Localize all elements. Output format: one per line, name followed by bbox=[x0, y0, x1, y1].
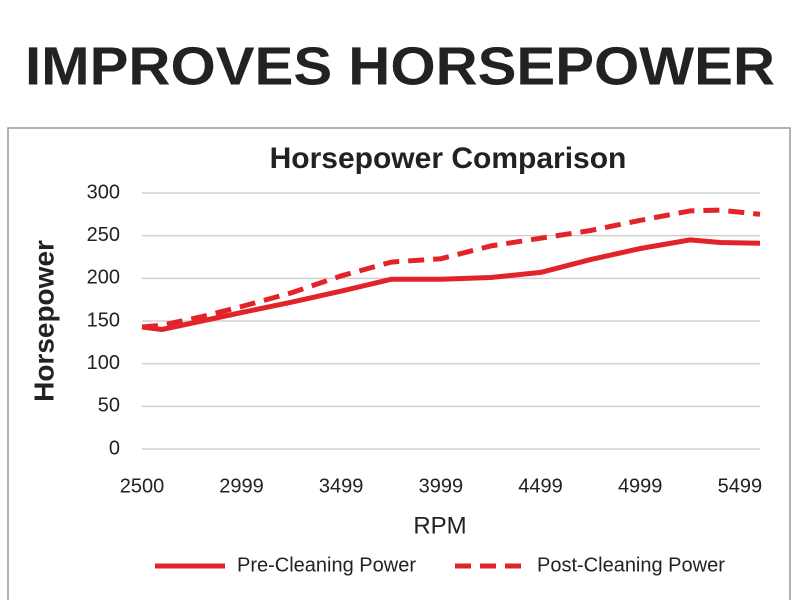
y-tick-label: 50 bbox=[98, 395, 120, 417]
x-tick-label: 2999 bbox=[219, 475, 264, 497]
x-tick-label: 3999 bbox=[419, 475, 464, 497]
x-tick-label: 4499 bbox=[518, 475, 563, 497]
y-tick-label: 200 bbox=[87, 267, 120, 289]
y-axis-label: Horsepower bbox=[28, 240, 59, 402]
legend-label: Pre-Cleaning Power bbox=[237, 554, 416, 576]
heading: IMPROVES HORSEPOWER bbox=[25, 36, 775, 96]
y-tick-label: 0 bbox=[109, 437, 120, 459]
chart-title: Horsepower Comparison bbox=[270, 142, 627, 175]
y-tick-label: 300 bbox=[87, 181, 120, 203]
y-tick-label: 150 bbox=[87, 309, 120, 331]
x-tick-label: 2500 bbox=[120, 475, 165, 497]
x-tick-label: 5499 bbox=[718, 475, 763, 497]
x-tick-label: 4999 bbox=[618, 475, 663, 497]
series-line bbox=[141, 207, 761, 330]
x-axis-label: RPM bbox=[413, 512, 466, 539]
legend-label: Post-Cleaning Power bbox=[537, 554, 725, 576]
x-tick-label: 3499 bbox=[319, 475, 364, 497]
y-tick-label: 100 bbox=[87, 352, 120, 374]
y-tick-label: 250 bbox=[87, 224, 120, 246]
series-line bbox=[141, 237, 761, 332]
